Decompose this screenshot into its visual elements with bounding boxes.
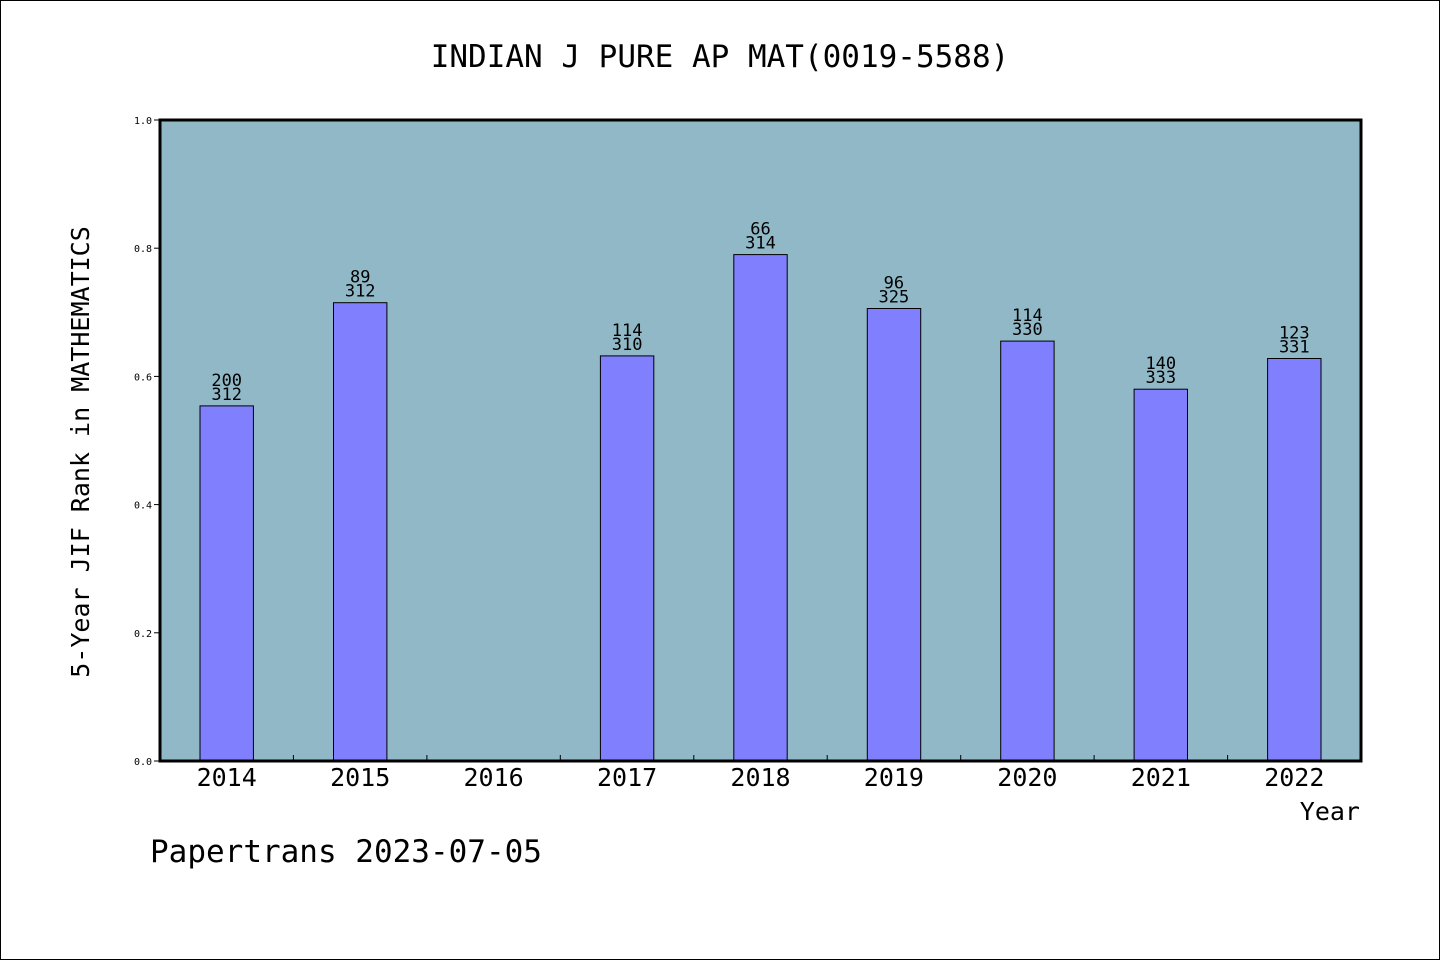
x-tick-label-2022: 2022 — [1264, 763, 1324, 792]
bar-total-label-2014: 312 — [211, 385, 242, 405]
bar-2017 — [599, 355, 655, 762]
bar-2020 — [1000, 340, 1055, 762]
x-axis: 2014 2015 2016 2017 2018 2019 2020 2021 2022 — [197, 755, 1324, 792]
bar-2018 — [733, 254, 788, 762]
x-axis-label: Year — [1300, 797, 1360, 826]
y-tick-label-2: 0.4 — [134, 501, 152, 512]
bar-2021 — [1133, 388, 1188, 762]
y-tick-label-1: 0.2 — [134, 629, 152, 640]
bar-total-label-2017: 310 — [612, 335, 643, 355]
x-tick-label-2014: 2014 — [197, 763, 257, 792]
bar-2022 — [1267, 358, 1322, 762]
y-axis-label: 5-Year JIF Rank in MATHEMATICS — [66, 226, 95, 678]
bar-rank-label-2014: 200 — [211, 371, 242, 391]
bar-rank-label-2020: 114 — [1012, 306, 1043, 326]
bar-total-label-2019: 325 — [879, 288, 910, 308]
y-tick-label-5: 1.0 — [134, 116, 152, 127]
x-tick-label-2018: 2018 — [730, 763, 790, 792]
bar-rank-label-2022: 123 — [1279, 324, 1310, 344]
bar-total-label-2020: 330 — [1012, 320, 1043, 340]
bar-rank-label-2021: 140 — [1145, 354, 1176, 374]
bar-total-label-2018: 314 — [745, 234, 776, 254]
bar-2015 — [333, 302, 388, 762]
bars-group: 2003128931211431066314963251143301403331… — [199, 220, 1322, 762]
bar-total-label-2021: 333 — [1145, 368, 1176, 388]
x-tick-label-2017: 2017 — [597, 763, 657, 792]
x-tick-label-2020: 2020 — [997, 763, 1057, 792]
bar-rank-label-2015: 89 — [350, 268, 370, 288]
bar-rank-label-2017: 114 — [612, 321, 643, 341]
footer-credit: Papertrans 2023-07-05 — [150, 834, 542, 870]
bar-rank-label-2019: 96 — [884, 274, 904, 294]
bar-2019 — [866, 308, 922, 762]
bar-total-label-2015: 312 — [345, 282, 376, 302]
x-tick-label-2019: 2019 — [864, 763, 924, 792]
plot-border — [158, 118, 1363, 763]
y-tick-label-3: 0.6 — [134, 372, 152, 383]
y-tick-label-4: 0.8 — [134, 244, 152, 255]
chart-title: INDIAN J PURE AP MAT(0019-5588) — [431, 39, 1010, 75]
bar-rank-label-2018: 66 — [750, 220, 770, 240]
y-tick-label-0: 0.0 — [134, 757, 152, 768]
x-tick-label-2021: 2021 — [1131, 763, 1191, 792]
x-tick-label-2015: 2015 — [330, 763, 390, 792]
x-tick-label-2016: 2016 — [463, 763, 523, 792]
y-axis: 0.0 0.2 0.4 0.6 0.8 1.0 — [134, 116, 160, 768]
bar-total-label-2022: 331 — [1279, 338, 1310, 358]
bar-2014 — [199, 405, 254, 762]
